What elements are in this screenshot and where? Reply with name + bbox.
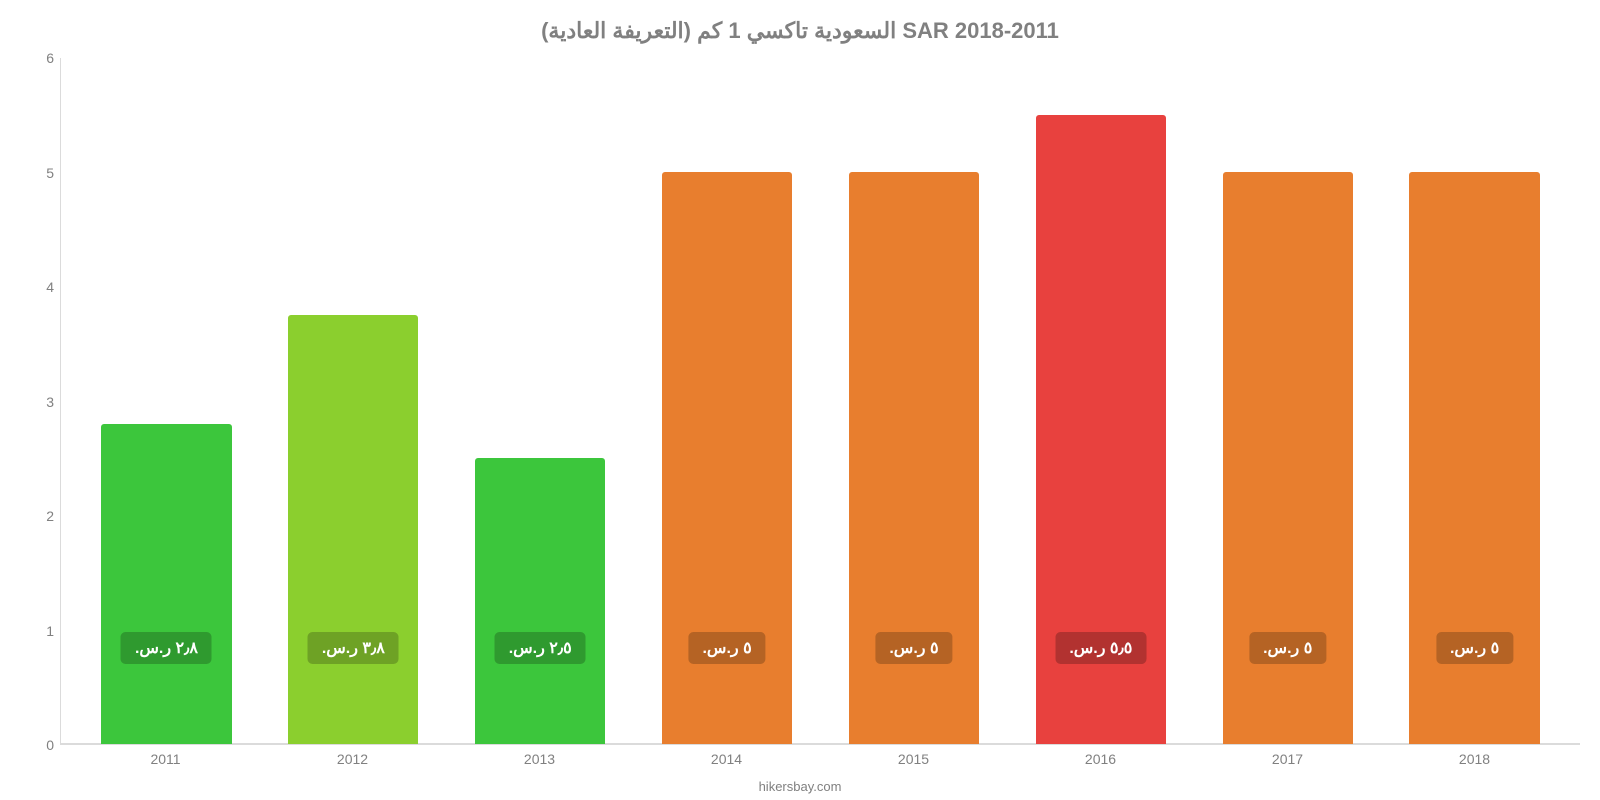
- bar: ٥٫٥ ر.س.: [1036, 115, 1166, 744]
- bar-value-label: ٥ ر.س.: [688, 632, 765, 664]
- bar-value-label: ٣٫٨ ر.س.: [308, 632, 399, 664]
- bar-slot: ٥ ر.س.: [821, 58, 1008, 744]
- bar-value-label: ٢٫٨ ر.س.: [121, 632, 212, 664]
- x-axis: 20112012201320142015201620172018: [60, 745, 1580, 777]
- x-tick-label: 2017: [1194, 745, 1381, 777]
- bar: ٥ ر.س.: [849, 172, 979, 744]
- y-tick-label: 5: [46, 165, 54, 181]
- bar-slot: ٢٫٨ ر.س.: [73, 58, 260, 744]
- credit: hikersbay.com: [20, 779, 1580, 794]
- bar: ٥ ر.س.: [662, 172, 792, 744]
- grid: ٢٫٨ ر.س. ٣٫٨ ر.س. ٢٫٥ ر.س. ٥ ر.س. ٥ ر.س. ٥٫٥ …: [60, 58, 1580, 745]
- bar-slot: ٥٫٥ ر.س.: [1007, 58, 1194, 744]
- bar-slot: ٥ ر.س.: [634, 58, 821, 744]
- bar-value-label: ٥ ر.س.: [875, 632, 952, 664]
- bar-value-label: ٥ ر.س.: [1436, 632, 1513, 664]
- x-tick-label: 2014: [633, 745, 820, 777]
- y-tick-label: 0: [46, 737, 54, 753]
- bar: ٣٫٨ ر.س.: [288, 315, 418, 744]
- y-tick-label: 2: [46, 508, 54, 524]
- bar-slot: ٢٫٥ ر.س.: [447, 58, 634, 744]
- y-axis: 0123456: [20, 58, 60, 745]
- bar: ٢٫٥ ر.س.: [475, 458, 605, 744]
- y-tick-label: 3: [46, 394, 54, 410]
- x-tick-label: 2016: [1007, 745, 1194, 777]
- bar-slot: ٥ ر.س.: [1194, 58, 1381, 744]
- y-tick-label: 6: [46, 50, 54, 66]
- bar: ٢٫٨ ر.س.: [101, 424, 231, 744]
- bar-slot: ٣٫٨ ر.س.: [260, 58, 447, 744]
- bar-value-label: ٥٫٥ ر.س.: [1055, 632, 1146, 664]
- y-tick-label: 4: [46, 279, 54, 295]
- x-tick-label: 2018: [1381, 745, 1568, 777]
- bar-value-label: ٥ ر.س.: [1249, 632, 1326, 664]
- bars-container: ٢٫٨ ر.س. ٣٫٨ ر.س. ٢٫٥ ر.س. ٥ ر.س. ٥ ر.س. ٥٫٥ …: [61, 58, 1580, 744]
- x-tick-label: 2011: [72, 745, 259, 777]
- chart-title: السعودية تاكسي 1 كم (التعريفة العادية) S…: [20, 18, 1580, 44]
- y-tick-label: 1: [46, 623, 54, 639]
- x-tick-label: 2013: [446, 745, 633, 777]
- bar: ٥ ر.س.: [1223, 172, 1353, 744]
- bar: ٥ ر.س.: [1409, 172, 1539, 744]
- bar-value-label: ٢٫٥ ر.س.: [495, 632, 586, 664]
- plot-area: 0123456 ٢٫٨ ر.س.٣٫٨ ر.س.٢٫٥ ر.س.٥ ر.س.٥ …: [20, 58, 1580, 745]
- bar-chart: السعودية تاكسي 1 كم (التعريفة العادية) S…: [0, 0, 1600, 800]
- bar-slot: ٥ ر.س.: [1381, 58, 1568, 744]
- x-tick-label: 2012: [259, 745, 446, 777]
- x-tick-label: 2015: [820, 745, 1007, 777]
